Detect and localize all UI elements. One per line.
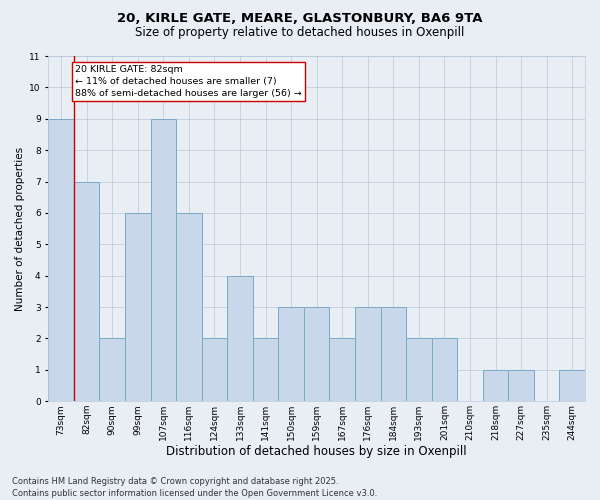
X-axis label: Distribution of detached houses by size in Oxenpill: Distribution of detached houses by size … (166, 444, 467, 458)
Text: 20, KIRLE GATE, MEARE, GLASTONBURY, BA6 9TA: 20, KIRLE GATE, MEARE, GLASTONBURY, BA6 … (117, 12, 483, 26)
Bar (253, 338, 278, 401)
Y-axis label: Number of detached properties: Number of detached properties (15, 146, 25, 310)
Bar (100, 338, 125, 401)
Bar (49, 119, 74, 401)
Bar (483, 370, 508, 401)
Bar (329, 338, 355, 401)
Bar (304, 307, 329, 401)
Bar (176, 213, 202, 401)
Bar (151, 119, 176, 401)
Bar (227, 276, 253, 401)
Text: 20 KIRLE GATE: 82sqm
← 11% of detached houses are smaller (7)
88% of semi-detach: 20 KIRLE GATE: 82sqm ← 11% of detached h… (75, 66, 302, 98)
Bar (508, 370, 534, 401)
Bar (125, 213, 151, 401)
Bar (74, 182, 100, 401)
Bar (202, 338, 227, 401)
Text: Contains HM Land Registry data © Crown copyright and database right 2025.
Contai: Contains HM Land Registry data © Crown c… (12, 476, 377, 498)
Bar (406, 338, 431, 401)
Bar (380, 307, 406, 401)
Bar (355, 307, 380, 401)
Bar (559, 370, 585, 401)
Bar (278, 307, 304, 401)
Text: Size of property relative to detached houses in Oxenpill: Size of property relative to detached ho… (136, 26, 464, 39)
Bar (431, 338, 457, 401)
